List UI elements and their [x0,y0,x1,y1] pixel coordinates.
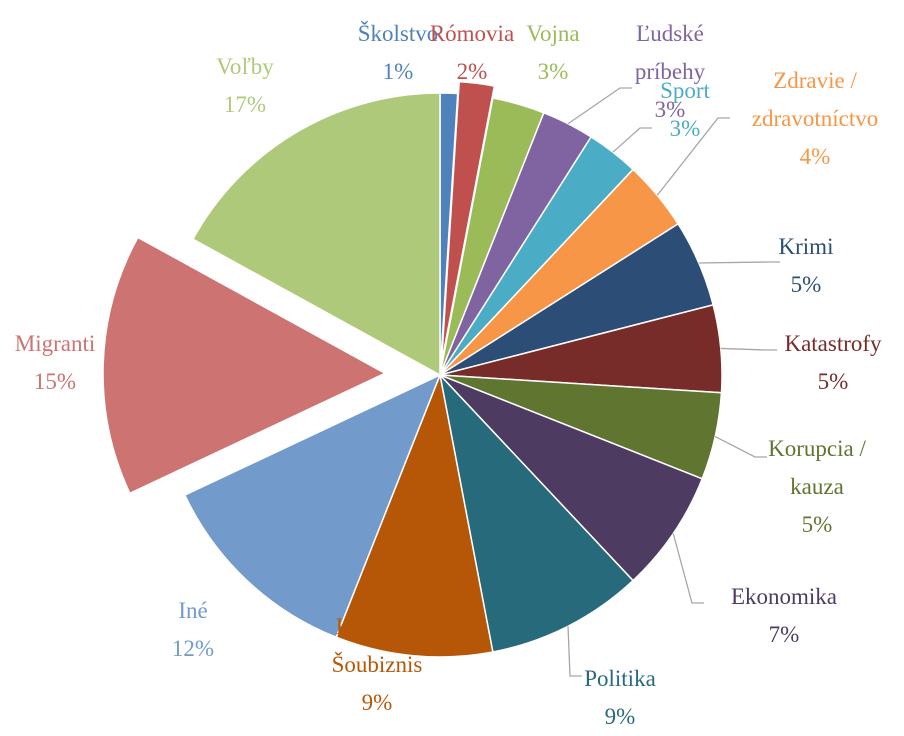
category-label: Školstvo [357,21,439,46]
category-label: Politika [584,666,656,691]
category-label: Rómovia [429,21,515,46]
pie-slice [102,236,387,495]
pie-slice [335,372,494,658]
leader-line [698,261,780,264]
data-label: Iné 12% [153,592,233,668]
category-label: Vojna [526,21,580,46]
data-label: Vojna 3% [508,15,598,91]
leader-line [672,533,704,604]
leader-line [567,87,632,125]
leader-line [567,626,582,677]
value-label: 1% [382,59,414,84]
data-label: Zdravie / zdravotníctvo 4% [740,62,890,176]
data-label: Kultúra / Šoubiznis 9% [307,608,447,722]
category-label: Kultúra / Šoubiznis [331,614,423,677]
value-label: 3% [537,59,569,84]
category-label: Migranti [14,331,96,356]
pie-slice [191,92,441,377]
value-label: 17% [223,92,267,117]
category-label: Ľudské príbehy [634,21,706,84]
data-label: Sport 3% [645,72,725,148]
category-label: Iné [178,598,208,623]
category-label: Ekonomika [730,584,838,609]
data-label: Politika 9% [560,660,680,736]
data-label: Krimi 5% [761,228,851,304]
value-label: 2% [456,59,488,84]
value-label: 5% [790,272,822,297]
value-label: 4% [799,144,831,169]
leader-line [720,347,777,351]
data-label: Migranti 15% [0,325,120,401]
data-label: Korupcia / kauza 5% [742,430,892,544]
value-label: 7% [768,622,800,647]
pie-slice [183,373,442,639]
value-label: 12% [171,636,215,661]
category-label: Krimi [778,234,834,259]
leader-line [656,117,730,196]
value-label: 15% [33,369,77,394]
category-label: Voľby [216,54,274,79]
value-label: 9% [361,690,393,715]
category-label: Korupcia / kauza [768,436,866,499]
data-label: Školstvo 1% [343,15,453,91]
pie-slice [438,372,635,653]
data-label: Katastrofy 5% [758,325,904,401]
category-label: Sport [660,78,710,103]
pie-slice [439,374,704,582]
data-label: Voľby 17% [195,48,295,124]
data-label: Rómovia 2% [422,15,522,91]
data-label: Ľudské príbehy 3% [615,15,725,129]
category-label: Katastrofy [784,331,882,356]
leader-line [714,435,767,458]
value-label: 5% [817,369,849,394]
category-label: Zdravie / zdravotníctvo [751,68,879,131]
data-label: Ekonomika 7% [704,578,864,654]
value-label: 3% [654,97,686,122]
pie-slice [440,80,496,364]
leader-line [612,127,652,153]
value-label: 9% [604,704,636,729]
value-label: 5% [801,512,833,537]
value-label: 3% [669,116,701,141]
